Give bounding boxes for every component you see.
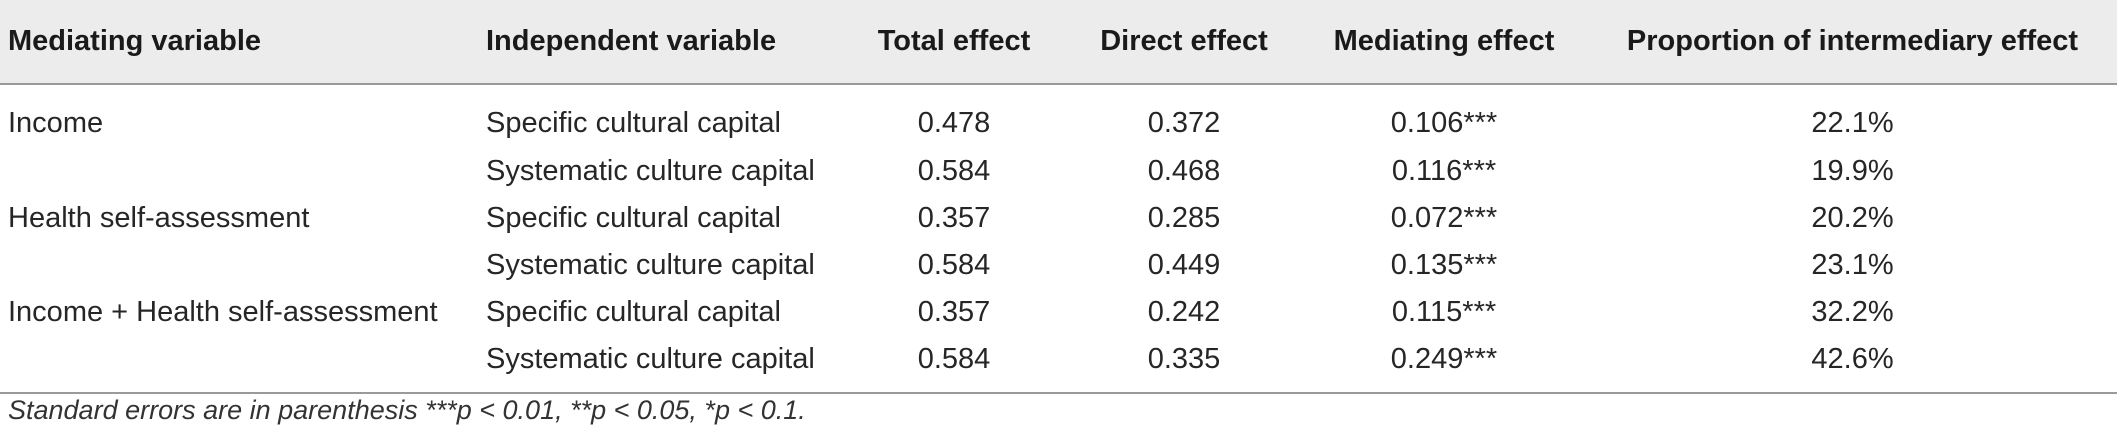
cell-independent-variable: Systematic culture capital xyxy=(486,249,815,281)
cell-mediating-variable: Income xyxy=(8,107,104,139)
table-header: Mediating variable Independent variable … xyxy=(0,0,2117,84)
header-proportion-intermediary-effect: Proportion of intermediary effect xyxy=(1626,25,2079,57)
table-row: Income Specific cultural capital 0.478 0… xyxy=(0,84,2117,148)
cell-mediating-effect: 0.106*** xyxy=(1390,107,1498,139)
table-row: Systematic culture capital 0.584 0.468 0… xyxy=(0,148,2117,195)
cell-direct-effect: 0.335 xyxy=(1147,342,1221,375)
table-footnote: Standard errors are in parenthesis ***p … xyxy=(8,395,806,425)
header-mediating-effect: Mediating effect xyxy=(1333,25,1555,57)
cell-mediating-effect: 0.115*** xyxy=(1391,296,1497,328)
cell-proportion: 19.9% xyxy=(1811,155,1894,187)
cell-independent-variable: Specific cultural capital xyxy=(486,107,781,139)
mediation-effects-table: Mediating variable Independent variable … xyxy=(0,0,2117,393)
cell-proportion: 42.6% xyxy=(1811,342,1894,375)
cell-proportion: 20.2% xyxy=(1811,202,1894,234)
cell-total-effect: 0.584 xyxy=(917,342,991,375)
header-direct-effect: Direct effect xyxy=(1100,25,1268,57)
table-row: Systematic culture capital 0.584 0.335 0… xyxy=(0,336,2117,393)
cell-direct-effect: 0.242 xyxy=(1147,296,1221,328)
cell-mediating-effect: 0.249*** xyxy=(1390,342,1498,375)
header-mediating-variable: Mediating variable xyxy=(8,25,262,57)
cell-independent-variable: Systematic culture capital xyxy=(486,155,815,187)
cell-mediating-variable xyxy=(0,242,486,289)
cell-direct-effect: 0.372 xyxy=(1147,107,1221,139)
table-row: Income + Health self-assessment Specific… xyxy=(0,289,2117,336)
table-row: Systematic culture capital 0.584 0.449 0… xyxy=(0,242,2117,289)
header-independent-variable: Independent variable xyxy=(486,25,777,57)
header-row: Mediating variable Independent variable … xyxy=(0,0,2117,84)
cell-mediating-variable xyxy=(0,336,486,393)
cell-independent-variable: Systematic culture capital xyxy=(486,342,815,375)
cell-direct-effect: 0.285 xyxy=(1147,202,1221,234)
cell-mediating-variable: Health self-assessment xyxy=(8,202,310,234)
header-total-effect: Total effect xyxy=(877,25,1031,57)
cell-total-effect: 0.584 xyxy=(917,249,991,281)
table-body: Income Specific cultural capital 0.478 0… xyxy=(0,84,2117,393)
cell-total-effect: 0.357 xyxy=(917,296,991,328)
cell-proportion: 23.1% xyxy=(1811,249,1894,281)
cell-total-effect: 0.584 xyxy=(917,155,991,187)
cell-proportion: 22.1% xyxy=(1811,107,1894,139)
cell-independent-variable: Specific cultural capital xyxy=(486,296,781,328)
cell-mediating-effect: 0.135*** xyxy=(1390,249,1498,281)
cell-mediating-variable: Income + Health self-assessment xyxy=(8,296,438,328)
cell-direct-effect: 0.468 xyxy=(1147,155,1221,187)
cell-mediating-effect: 0.072*** xyxy=(1390,202,1498,234)
cell-independent-variable: Specific cultural capital xyxy=(486,202,781,234)
cell-total-effect: 0.357 xyxy=(917,202,991,234)
cell-mediating-variable xyxy=(0,148,486,195)
cell-total-effect: 0.478 xyxy=(917,107,991,139)
table-row: Health self-assessment Specific cultural… xyxy=(0,195,2117,242)
cell-mediating-effect: 0.116*** xyxy=(1391,155,1497,187)
cell-proportion: 32.2% xyxy=(1811,296,1894,328)
cell-direct-effect: 0.449 xyxy=(1147,249,1221,281)
